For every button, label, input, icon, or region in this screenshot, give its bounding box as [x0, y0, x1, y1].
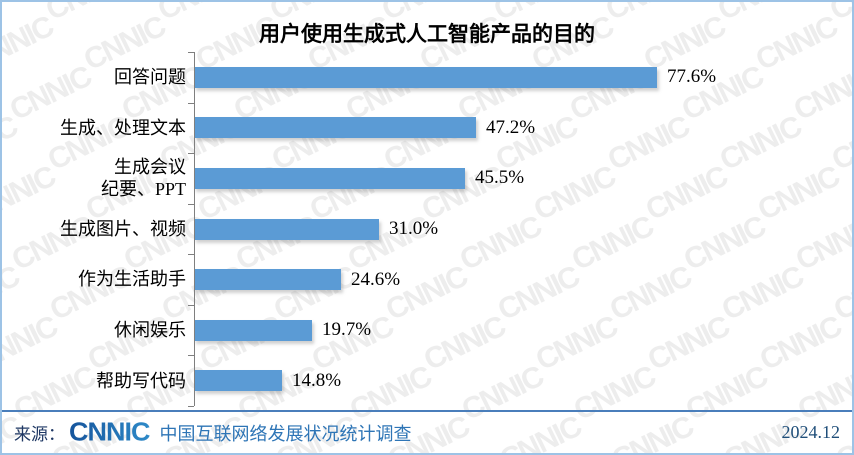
axis-tick — [188, 52, 194, 53]
bar-row: 帮助写代码 14.8% — [2, 355, 842, 406]
bar — [194, 269, 341, 291]
bar-row: 回答问题 77.6% — [2, 52, 842, 103]
axis-tick — [188, 254, 194, 255]
category-label: 帮助写代码 — [96, 370, 186, 391]
y-axis-line — [194, 52, 195, 406]
value-label: 14.8% — [292, 369, 342, 391]
bar — [194, 66, 657, 88]
cnnic-logo: CNNIC — [69, 417, 150, 447]
report-date: 2024.12 — [781, 422, 841, 442]
source-description: 中国互联网络发展状况统计调查 — [159, 423, 412, 444]
axis-tick — [188, 305, 194, 306]
bar-zone: 14.8% — [194, 355, 842, 406]
axis-tick — [188, 153, 194, 154]
source-label: 来源： — [14, 425, 65, 444]
axis-tick — [188, 355, 194, 356]
bar — [194, 370, 282, 392]
bar-row: 生成、处理文本 47.2% — [2, 103, 842, 154]
bar-zone: 31.0% — [194, 204, 842, 255]
footer: 来源： CNNIC 中国互联网络发展状况统计调查 2024.12 — [2, 410, 852, 453]
bar-row: 生成会议 纪要、PPT 45.5% — [2, 153, 842, 204]
category-label: 生成会议 纪要、PPT — [100, 156, 186, 200]
bar-zone: 77.6% — [194, 52, 842, 103]
bar-zone: 24.6% — [194, 254, 842, 305]
value-label: 45.5% — [475, 167, 525, 189]
bar-chart: 回答问题 77.6% 生成、处理文本 47.2% 生成会议 纪要、PPT 45.5% 生成图… — [2, 52, 842, 407]
value-label: 19.7% — [322, 319, 372, 341]
bar-zone: 19.7% — [194, 305, 842, 356]
category-label: 生成图片、视频 — [60, 218, 186, 239]
value-label: 24.6% — [351, 268, 401, 290]
bar — [194, 218, 379, 240]
category-label: 回答问题 — [114, 67, 186, 88]
category-label: 休闲娱乐 — [114, 319, 186, 340]
bar-row: 作为生活助手 24.6% — [2, 254, 842, 305]
bar-row: 生成图片、视频 31.0% — [2, 204, 842, 255]
bar — [194, 167, 465, 189]
chart-title: 用户使用生成式人工智能产品的目的 — [259, 23, 595, 46]
category-label: 生成、处理文本 — [60, 117, 186, 138]
bar-row: 休闲娱乐 19.7% — [2, 305, 842, 356]
category-label: 作为生活助手 — [78, 269, 186, 290]
value-label: 31.0% — [389, 218, 439, 240]
axis-tick — [188, 204, 194, 205]
bar-rows: 回答问题 77.6% 生成、处理文本 47.2% 生成会议 纪要、PPT 45.5% 生成图… — [2, 52, 842, 406]
bar — [194, 319, 312, 341]
value-label: 47.2% — [486, 116, 536, 138]
axis-tick — [188, 406, 194, 407]
axis-tick — [188, 103, 194, 104]
value-label: 77.6% — [667, 66, 717, 88]
bar — [194, 117, 476, 139]
bar-zone: 45.5% — [194, 153, 842, 204]
bar-zone: 47.2% — [194, 103, 842, 154]
